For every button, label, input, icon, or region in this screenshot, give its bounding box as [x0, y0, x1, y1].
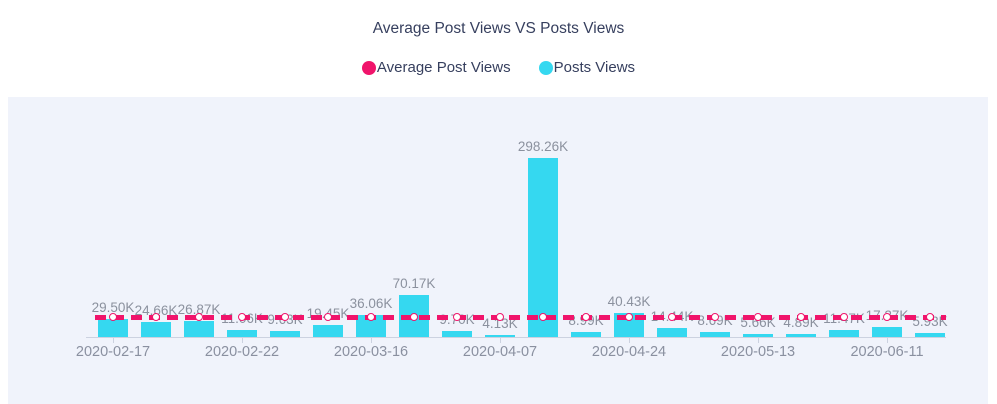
x-axis-label: 2020-06-11 [850, 344, 924, 360]
average-line-marker-icon [453, 313, 461, 322]
average-line-marker-icon [195, 313, 203, 322]
posts-views-bar[interactable] [872, 327, 902, 337]
posts-views-bar[interactable] [657, 328, 687, 337]
legend-dot-icon [361, 60, 376, 75]
bar-value-label: 70.17K [392, 276, 436, 291]
x-axis-line [86, 337, 946, 338]
posts-views-bar[interactable] [313, 325, 343, 337]
average-line-marker-icon [324, 313, 332, 322]
bar-value-label: 36.06K [349, 296, 393, 311]
x-axis-tick [500, 338, 501, 343]
average-line-marker-icon [797, 313, 805, 322]
posts-views-bar[interactable] [528, 158, 558, 337]
average-line-marker-icon [539, 313, 547, 322]
average-line-marker-icon [926, 313, 934, 322]
x-axis-tick [758, 338, 759, 343]
legend-dot-icon [538, 60, 553, 75]
x-axis-tick [242, 338, 243, 343]
average-line-marker-icon [152, 313, 160, 322]
average-line-marker-icon [883, 313, 891, 322]
bar-value-label: 4.13K [482, 316, 518, 331]
x-axis-label: 2020-02-17 [75, 344, 151, 360]
average-line-marker-icon [496, 313, 504, 322]
plot-area: 29.50K24.66K26.87K11.06K9.63K19.45K36.06… [8, 97, 988, 404]
legend-label: Posts Views [553, 59, 636, 76]
average-line-marker-icon [840, 313, 848, 322]
x-axis-label: 2020-02-22 [204, 344, 280, 360]
average-line-marker-icon [367, 313, 375, 322]
posts-views-bar[interactable] [270, 331, 300, 337]
posts-views-bar[interactable] [485, 335, 515, 337]
x-axis-label: 2020-04-24 [591, 344, 667, 360]
posts-views-bar[interactable] [227, 330, 257, 337]
x-axis-label: 2020-04-07 [462, 344, 538, 360]
average-line-marker-icon [711, 313, 719, 322]
average-line-marker-icon [754, 313, 762, 322]
legend-label: Average Post Views [376, 59, 511, 76]
chart-title: Average Post Views VS Posts Views [372, 20, 625, 37]
bar-value-label: 29.50K [91, 300, 135, 315]
average-line-marker-icon [410, 313, 418, 322]
posts-views-bar[interactable] [184, 321, 214, 337]
x-axis-tick [113, 338, 114, 343]
posts-views-bar[interactable] [915, 333, 945, 337]
posts-views-bar[interactable] [700, 332, 730, 337]
bar-value-label: 40.43K [607, 294, 651, 309]
average-post-views-line [95, 314, 946, 320]
posts-views-bar[interactable] [829, 330, 859, 337]
average-line-marker-icon [281, 313, 289, 322]
x-axis-label: 2020-03-16 [333, 344, 409, 360]
average-line-marker-icon [109, 313, 117, 322]
bar-value-label: 26.87K [177, 302, 221, 317]
x-axis-tick [629, 338, 630, 343]
posts-views-bar[interactable] [356, 315, 386, 337]
bar-value-label: 298.26K [517, 139, 569, 154]
legend-item-average-post-views[interactable]: Average Post Views [361, 59, 511, 76]
bar-value-label: 24.66K [134, 303, 178, 318]
posts-views-bar[interactable] [98, 319, 128, 337]
posts-views-bar[interactable] [571, 332, 601, 337]
posts-views-bar[interactable] [442, 331, 472, 337]
average-line-marker-icon [625, 313, 633, 322]
posts-views-bar[interactable] [141, 322, 171, 337]
posts-views-bar[interactable] [786, 334, 816, 337]
average-line-marker-icon [582, 313, 590, 322]
average-line-marker-icon [238, 313, 246, 322]
chart-legend: Average Post Views Posts Views [0, 59, 997, 76]
x-axis-tick [887, 338, 888, 343]
posts-views-bar[interactable] [743, 334, 773, 337]
x-axis-tick [371, 338, 372, 343]
legend-item-posts-views[interactable]: Posts Views [538, 59, 636, 76]
average-line-marker-icon [668, 313, 676, 322]
x-axis-label: 2020-05-13 [720, 344, 796, 360]
